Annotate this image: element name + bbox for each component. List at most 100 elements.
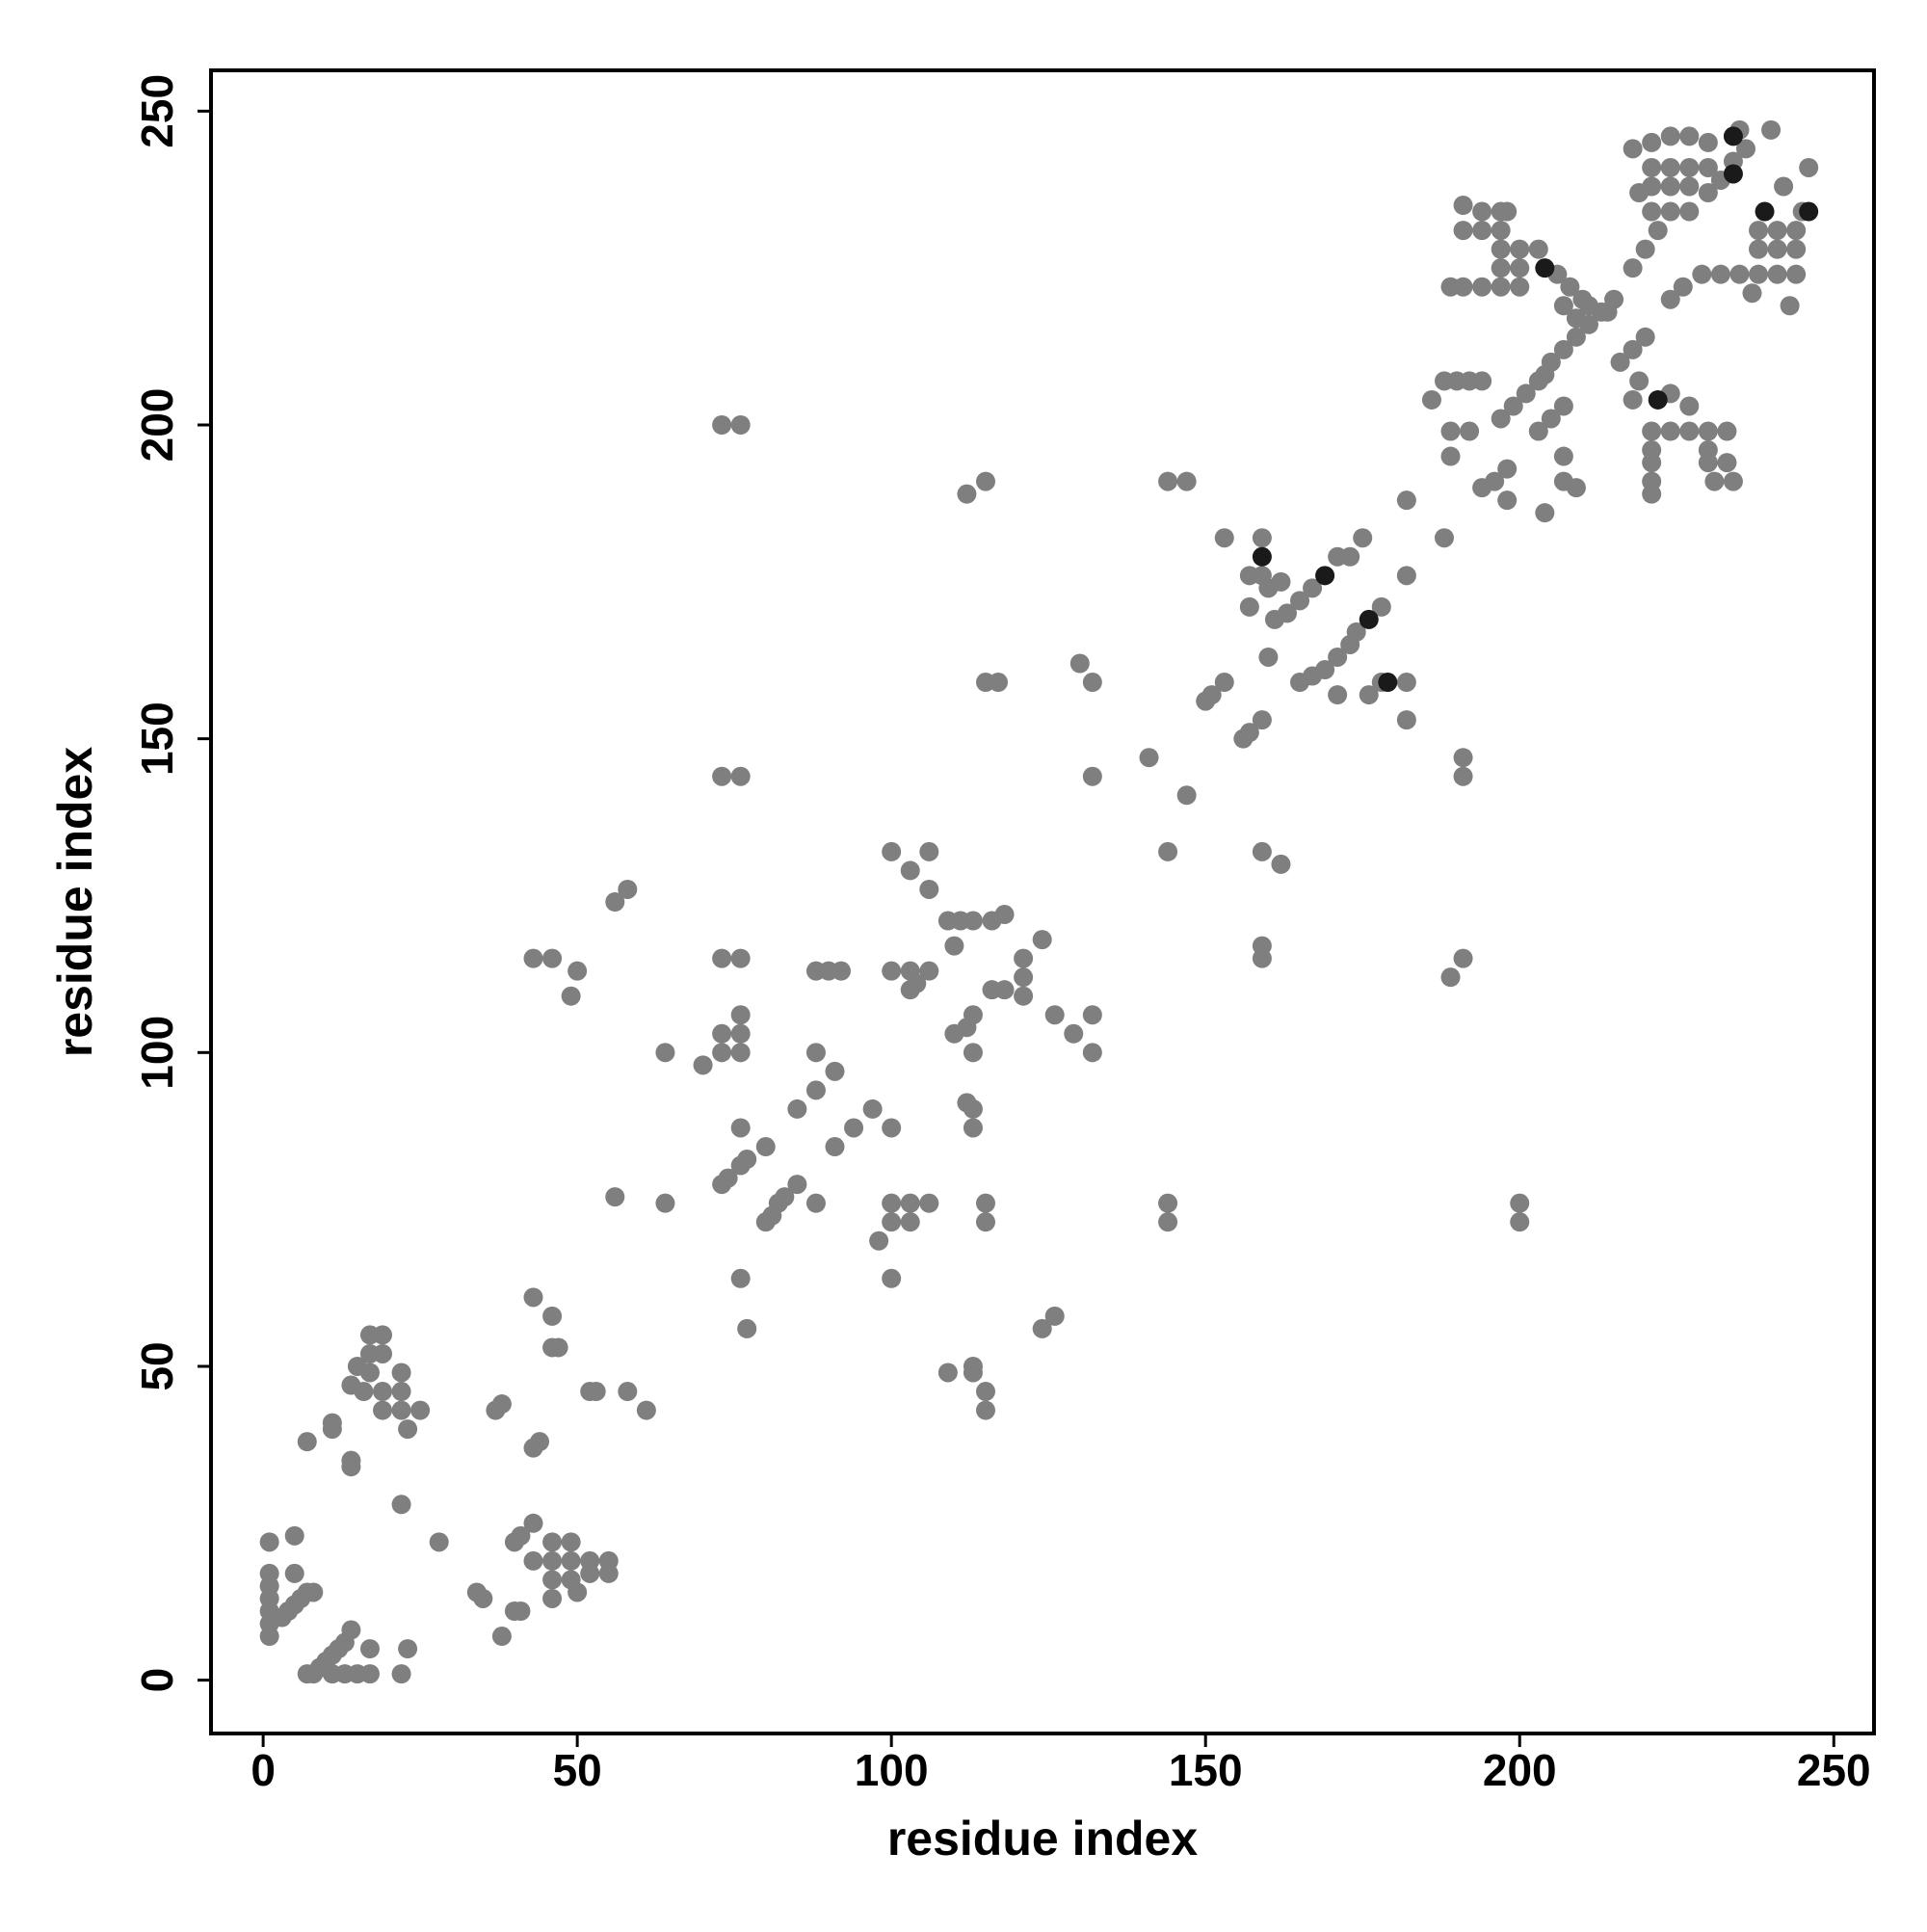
point xyxy=(530,1432,550,1452)
point xyxy=(1660,176,1680,197)
point xyxy=(1491,221,1511,241)
point xyxy=(944,936,964,956)
point xyxy=(1635,327,1655,347)
point xyxy=(523,1287,543,1308)
point xyxy=(1472,277,1492,297)
point xyxy=(1566,308,1586,329)
point xyxy=(1044,1306,1065,1326)
point xyxy=(1578,296,1598,316)
point xyxy=(900,860,920,881)
point xyxy=(1315,660,1335,680)
point xyxy=(1176,785,1197,806)
point xyxy=(1014,948,1034,968)
point xyxy=(1679,157,1700,177)
point xyxy=(359,1363,380,1383)
point xyxy=(1176,471,1197,491)
point xyxy=(1258,647,1279,667)
point xyxy=(1239,596,1259,617)
point xyxy=(1014,967,1034,988)
point xyxy=(1648,389,1668,410)
point xyxy=(882,841,902,861)
point xyxy=(322,1664,342,1684)
point xyxy=(937,1363,958,1383)
point xyxy=(1704,471,1725,491)
point xyxy=(1767,239,1787,259)
point xyxy=(919,841,939,861)
point xyxy=(1698,453,1718,473)
point xyxy=(548,1337,568,1358)
point xyxy=(1742,283,1762,304)
point xyxy=(542,1570,563,1590)
point xyxy=(882,1212,902,1232)
point xyxy=(655,1193,675,1213)
point xyxy=(1485,471,1505,491)
point xyxy=(1252,528,1272,548)
point xyxy=(1553,396,1573,416)
point xyxy=(730,1005,751,1025)
point xyxy=(1510,239,1530,259)
point xyxy=(580,1563,600,1583)
point xyxy=(322,1419,342,1440)
point xyxy=(975,471,995,491)
x-tick-label: 250 xyxy=(1797,1745,1871,1795)
point xyxy=(1566,478,1586,498)
point xyxy=(805,1043,826,1063)
point xyxy=(1503,396,1523,416)
point xyxy=(1799,157,1819,177)
point xyxy=(1692,264,1712,284)
point xyxy=(1679,126,1700,146)
point xyxy=(398,1419,418,1440)
point xyxy=(1396,710,1416,730)
point xyxy=(1271,854,1291,874)
point xyxy=(1214,528,1234,548)
point xyxy=(712,1043,732,1063)
point xyxy=(1453,766,1473,786)
point xyxy=(284,1563,304,1583)
point xyxy=(1032,1318,1052,1338)
point xyxy=(1597,302,1618,322)
point xyxy=(1767,221,1787,241)
point xyxy=(542,1306,563,1326)
point xyxy=(1472,371,1492,391)
point xyxy=(605,1187,625,1207)
point xyxy=(862,1098,883,1119)
point xyxy=(832,961,852,981)
point xyxy=(341,1457,361,1477)
point xyxy=(1560,277,1580,297)
point xyxy=(491,1394,512,1415)
point xyxy=(1723,471,1743,491)
point xyxy=(718,1168,738,1188)
point xyxy=(730,1118,751,1138)
point xyxy=(825,1137,845,1157)
point xyxy=(1277,603,1297,623)
point xyxy=(1510,1212,1530,1232)
point xyxy=(491,1627,512,1647)
point xyxy=(1453,196,1473,216)
point xyxy=(1434,528,1454,548)
point xyxy=(900,1212,920,1232)
point xyxy=(989,673,1009,693)
point xyxy=(568,961,588,981)
point xyxy=(1642,201,1662,222)
point xyxy=(712,948,732,968)
point xyxy=(1453,748,1473,768)
point xyxy=(975,1400,995,1420)
point xyxy=(975,1382,995,1402)
point xyxy=(511,1525,531,1546)
point xyxy=(900,1193,920,1213)
point xyxy=(775,1187,795,1207)
point xyxy=(869,1231,889,1251)
point xyxy=(755,1137,776,1157)
plot-area xyxy=(211,70,1874,1734)
point xyxy=(1786,264,1807,284)
point xyxy=(655,1043,675,1063)
point xyxy=(1535,503,1555,523)
y-tick-label: 0 xyxy=(132,1668,182,1693)
point xyxy=(1698,183,1718,203)
point xyxy=(787,1098,807,1119)
point xyxy=(410,1400,431,1420)
y-tick-label: 100 xyxy=(132,1016,182,1090)
x-tick-label: 50 xyxy=(553,1745,602,1795)
point xyxy=(359,1664,380,1684)
